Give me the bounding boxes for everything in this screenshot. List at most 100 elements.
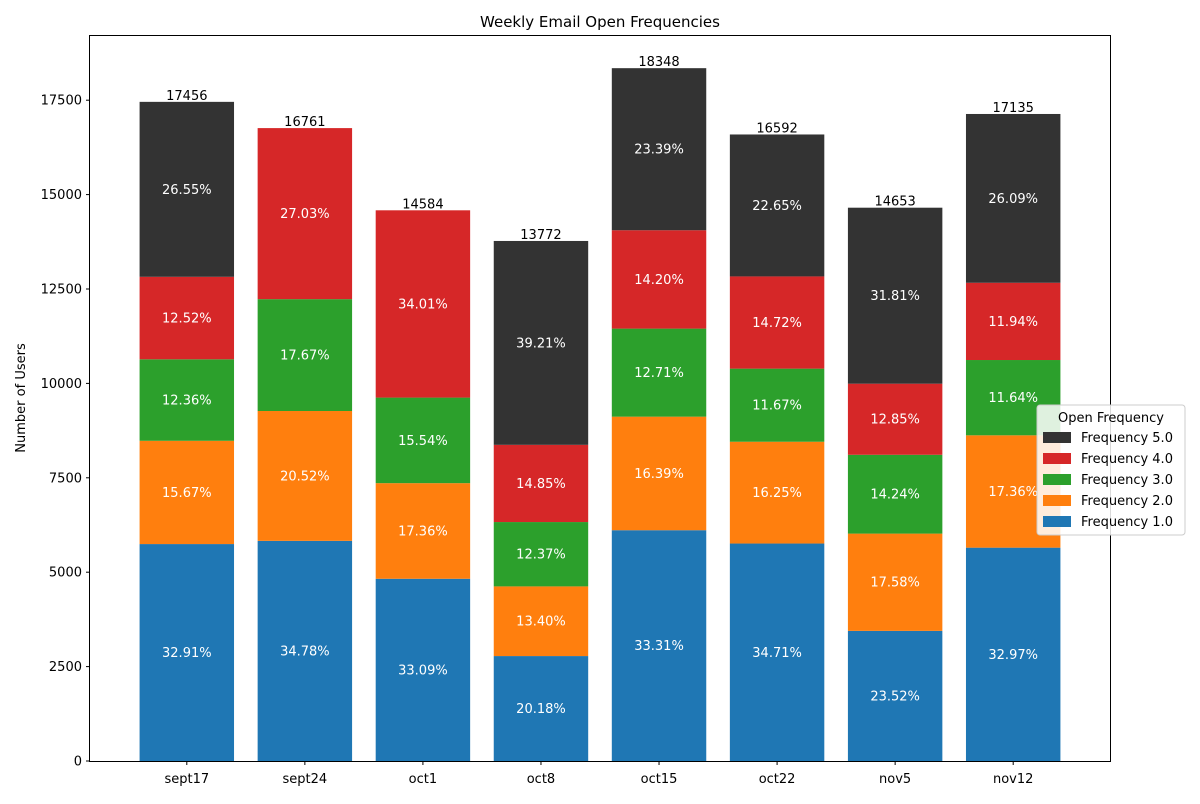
x-tick-label: oct22 — [759, 772, 796, 787]
segment-percent-label: 11.64% — [988, 391, 1038, 406]
y-tick-label: 5000 — [49, 566, 82, 581]
segment-percent-label: 17.67% — [280, 349, 330, 364]
segment-percent-label: 39.21% — [516, 336, 566, 351]
bar-segment — [965, 113, 1061, 283]
legend-entry-label: Frequency 2.0 — [1081, 494, 1173, 509]
bar-segment — [375, 210, 471, 398]
y-tick-label: 15000 — [41, 188, 82, 203]
segment-percent-label: 32.97% — [988, 648, 1038, 663]
y-tick-label: 7500 — [49, 471, 82, 486]
bar-segment — [729, 441, 825, 544]
segment-percent-label: 14.72% — [752, 316, 802, 331]
bar-segment — [611, 68, 707, 231]
bar-segment — [493, 522, 589, 587]
segment-percent-label: 33.31% — [634, 639, 684, 654]
segment-percent-label: 31.81% — [870, 289, 920, 304]
bar-segment — [493, 586, 589, 657]
x-tick-label: nov5 — [879, 772, 911, 787]
segment-percent-label: 34.71% — [752, 646, 802, 661]
x-tick-label: nov12 — [993, 772, 1033, 787]
legend-entry-label: Frequency 3.0 — [1081, 473, 1173, 488]
bar-segment — [257, 540, 353, 761]
legend-swatch — [1043, 516, 1071, 527]
bar-segment — [847, 630, 943, 761]
x-tick-label: sept17 — [164, 772, 209, 787]
segment-percent-label: 26.09% — [988, 192, 1038, 207]
chart-title: Weekly Email Open Frequencies — [480, 13, 720, 31]
bar-total-label: 14653 — [874, 195, 915, 210]
bar-segment — [729, 543, 825, 761]
segment-percent-label: 16.39% — [634, 467, 684, 482]
x-tick-label: sept24 — [283, 772, 328, 787]
bar-segment — [729, 368, 825, 442]
bar-segment — [965, 547, 1061, 761]
x-tick-label: oct1 — [409, 772, 437, 787]
bar-segment — [965, 282, 1061, 361]
bar-segment — [139, 440, 235, 545]
bar-segment — [257, 128, 353, 300]
bar-segment — [847, 207, 943, 384]
bar-segment — [611, 328, 707, 417]
segment-percent-label: 12.85% — [870, 413, 920, 428]
legend-box — [1036, 404, 1186, 536]
legend-swatch — [1043, 453, 1071, 464]
bar-total-label: 14584 — [402, 197, 443, 212]
segment-percent-label: 26.55% — [162, 183, 212, 198]
bar-segment — [257, 299, 353, 411]
segment-percent-label: 16.25% — [752, 486, 802, 501]
legend-swatch — [1043, 495, 1071, 506]
segment-percent-label: 34.01% — [398, 297, 448, 312]
segment-percent-label: 23.52% — [870, 689, 920, 704]
bar-segment — [139, 359, 235, 441]
legend: Open Frequency Frequency 5.0 Frequency 4.… — [1036, 404, 1186, 536]
y-tick-label: 12500 — [41, 282, 82, 297]
segment-percent-label: 14.85% — [516, 477, 566, 492]
bar-segment — [493, 444, 589, 523]
segment-percent-label: 20.52% — [280, 469, 330, 484]
bar-segment — [847, 383, 943, 455]
bar-segment — [847, 454, 943, 534]
plot-area: 0 2500 5000 7500 10000 12500 15000 17500 32.91% 1… — [41, 55, 1061, 787]
segment-percent-label: 12.52% — [162, 312, 212, 327]
segment-percent-label: 20.18% — [516, 702, 566, 717]
bar-segment — [729, 276, 825, 369]
segment-percent-label: 15.54% — [398, 434, 448, 449]
segment-percent-label: 12.71% — [634, 366, 684, 381]
segment-percent-label: 17.58% — [870, 576, 920, 591]
bar-segment — [611, 416, 707, 531]
x-tick-label: oct8 — [527, 772, 555, 787]
segment-percent-label: 13.40% — [516, 615, 566, 630]
bar-segment — [729, 134, 825, 277]
legend-swatch — [1043, 432, 1071, 443]
segment-percent-label: 15.67% — [162, 486, 212, 501]
segment-percent-label: 33.09% — [398, 663, 448, 678]
bar-segment — [139, 101, 235, 277]
bar-segment — [375, 578, 471, 761]
bar-segment — [493, 656, 589, 761]
y-tick-label: 10000 — [41, 377, 82, 392]
legend-entry-label: Frequency 5.0 — [1081, 431, 1173, 446]
segment-percent-label: 23.39% — [634, 143, 684, 158]
bar-segment — [139, 544, 235, 761]
bar-segment — [847, 533, 943, 631]
segment-percent-label: 11.94% — [988, 315, 1038, 330]
y-tick-label: 2500 — [49, 660, 82, 675]
bar-total-label: 16592 — [756, 121, 797, 136]
segment-percent-label: 32.91% — [162, 646, 212, 661]
bar-total-label: 17135 — [993, 101, 1034, 116]
segment-percent-label: 11.67% — [752, 399, 802, 414]
segment-percent-label: 22.65% — [752, 199, 802, 214]
segment-percent-label: 14.24% — [870, 488, 920, 503]
legend-swatch — [1043, 474, 1071, 485]
segment-percent-label: 27.03% — [280, 207, 330, 222]
bar-total-label: 17456 — [166, 89, 207, 104]
bar-total-label: 18348 — [638, 55, 679, 70]
plot-frame — [89, 35, 1111, 762]
bar-segment — [375, 397, 471, 484]
segment-percent-label: 12.37% — [516, 548, 566, 563]
bar-total-label: 13772 — [520, 228, 561, 243]
legend-entry-label: Frequency 4.0 — [1081, 452, 1173, 467]
segment-percent-label: 14.20% — [634, 273, 684, 288]
